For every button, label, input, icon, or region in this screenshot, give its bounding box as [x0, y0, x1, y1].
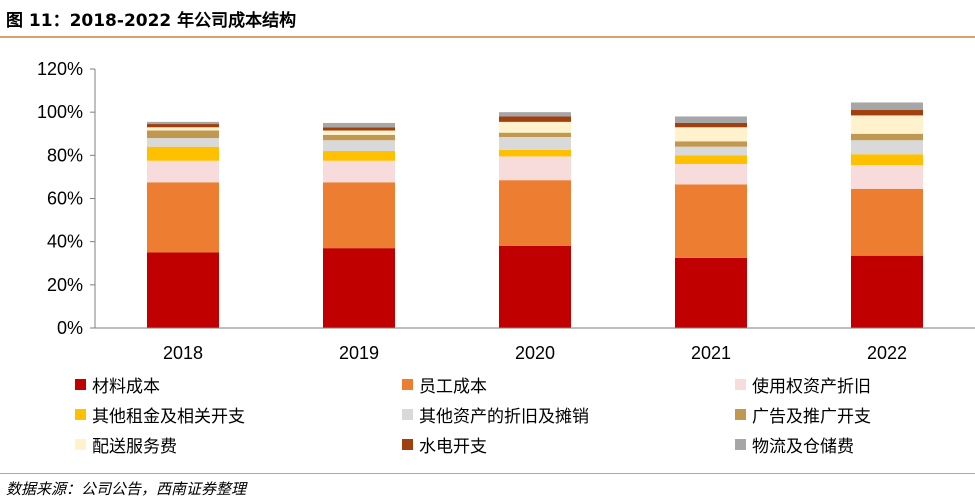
legend-swatch — [735, 379, 746, 390]
legend-item: 其他租金及相关开支 — [75, 402, 245, 427]
x-tick-label: 2018 — [163, 343, 203, 363]
title-rule — [0, 36, 975, 38]
bar-segment-2018-1 — [147, 182, 219, 253]
bar-segment-2020-4 — [499, 136, 571, 150]
bar-segment-2018-3 — [147, 146, 219, 161]
legend-swatch — [75, 409, 86, 420]
bar-segment-2021-6 — [675, 127, 747, 142]
legend-item: 材料成本 — [75, 372, 160, 397]
legend-item: 员工成本 — [402, 372, 487, 397]
legend-item: 物流及仓储费 — [735, 432, 854, 457]
bar-segment-2020-6 — [499, 121, 571, 133]
legend-swatch — [735, 439, 746, 450]
legend-swatch — [75, 439, 86, 450]
legend-label: 配送服务费 — [92, 437, 177, 457]
bar-segment-2019-1 — [323, 182, 395, 249]
y-tick-label: 120% — [37, 59, 83, 79]
bar-segment-2021-0 — [675, 257, 747, 328]
bar-segment-2021-8 — [675, 116, 747, 123]
bar-segment-2020-3 — [499, 149, 571, 157]
x-tick-label: 2019 — [339, 343, 379, 363]
bar-segment-2022-2 — [851, 165, 923, 189]
legend-label: 其他租金及相关开支 — [92, 407, 245, 427]
bar-segment-2021-2 — [675, 163, 747, 185]
x-tick-label: 2021 — [691, 343, 731, 363]
y-tick-label: 0% — [57, 318, 83, 338]
bar-segment-2019-3 — [323, 151, 395, 161]
legend-label: 物流及仓储费 — [752, 437, 854, 457]
legend-swatch — [735, 409, 746, 420]
legend-label: 使用权资产折旧 — [752, 377, 871, 397]
legend-swatch — [402, 379, 413, 390]
bar-segment-2019-5 — [323, 134, 395, 141]
bar-segment-2018-8 — [147, 121, 219, 125]
bar-segment-2022-0 — [851, 255, 923, 328]
source-note: 数据来源：公司公告，西南证券整理 — [6, 480, 247, 498]
bar-segment-2020-1 — [499, 180, 571, 246]
bar-segment-2020-7 — [499, 116, 571, 122]
bar-segment-2022-3 — [851, 154, 923, 166]
bar-segment-2022-5 — [851, 133, 923, 141]
bar-segment-2018-6 — [147, 127, 219, 131]
legend-label: 水电开支 — [419, 437, 487, 457]
legend-label: 其他资产的折旧及摊销 — [419, 407, 589, 427]
x-axis: 2018 2019 2020 2021 2022 — [95, 327, 975, 363]
bar-segment-2020-2 — [499, 156, 571, 181]
bar-segment-2020-8 — [499, 112, 571, 117]
bars — [147, 102, 923, 328]
bar-segment-2019-8 — [323, 122, 395, 128]
legend: 材料成本 员工成本 使用权资产折旧其他租金及相关开支 其他资产的折旧及摊销 广告及推广开… — [0, 368, 975, 464]
bar-segment-2018-7 — [147, 124, 219, 128]
bar-segment-2022-1 — [851, 188, 923, 256]
figure-title: 图 11：2018-2022 年公司成本结构 — [6, 11, 297, 31]
legend-item: 水电开支 — [402, 432, 487, 457]
legend-label: 材料成本 — [92, 377, 160, 397]
legend-swatch — [402, 409, 413, 420]
bar-segment-2018-0 — [147, 252, 219, 328]
legend-swatch — [75, 379, 86, 390]
y-axis: 0% 20% 40% 60% 80% 100% 120% — [37, 59, 96, 338]
x-tick-label: 2022 — [867, 343, 907, 363]
bar-segment-2021-5 — [675, 141, 747, 147]
legend-item: 配送服务费 — [75, 432, 177, 457]
bar-segment-2022-7 — [851, 110, 923, 116]
legend-item: 广告及推广开支 — [735, 402, 871, 427]
bar-segment-2022-6 — [851, 115, 923, 134]
bar-segment-2019-2 — [323, 160, 395, 183]
bar-segment-2022-8 — [851, 102, 923, 111]
bar-segment-2020-5 — [499, 132, 571, 137]
bar-segment-2021-4 — [675, 146, 747, 156]
y-tick-label: 40% — [47, 232, 83, 252]
bar-segment-2022-4 — [851, 140, 923, 155]
bar-segment-2019-6 — [323, 130, 395, 135]
y-tick-label: 20% — [47, 275, 83, 295]
y-tick-label: 60% — [47, 189, 83, 209]
source-rule — [0, 473, 975, 474]
legend-item: 其他资产的折旧及摊销 — [402, 402, 589, 427]
legend-item: 使用权资产折旧 — [735, 372, 871, 397]
x-tick-label: 2020 — [515, 343, 555, 363]
bar-segment-2018-4 — [147, 138, 219, 147]
legend-label: 广告及推广开支 — [752, 407, 871, 427]
bar-segment-2018-5 — [147, 130, 219, 139]
bar-segment-2019-7 — [323, 127, 395, 131]
legend-label: 员工成本 — [419, 377, 487, 397]
bar-segment-2018-2 — [147, 160, 219, 183]
legend-swatch — [402, 439, 413, 450]
bar-segment-2021-1 — [675, 184, 747, 258]
bar-segment-2020-0 — [499, 245, 571, 328]
bar-segment-2019-0 — [323, 248, 395, 328]
stacked-bar-chart: 0%20%40%60%80%100%120% 2018 2019 2020 2021 2… — [37, 59, 975, 363]
y-tick-label: 100% — [37, 102, 83, 122]
bar-segment-2021-7 — [675, 122, 747, 128]
bar-segment-2021-3 — [675, 155, 747, 164]
y-tick-label: 80% — [47, 145, 83, 165]
bar-segment-2019-4 — [323, 140, 395, 152]
